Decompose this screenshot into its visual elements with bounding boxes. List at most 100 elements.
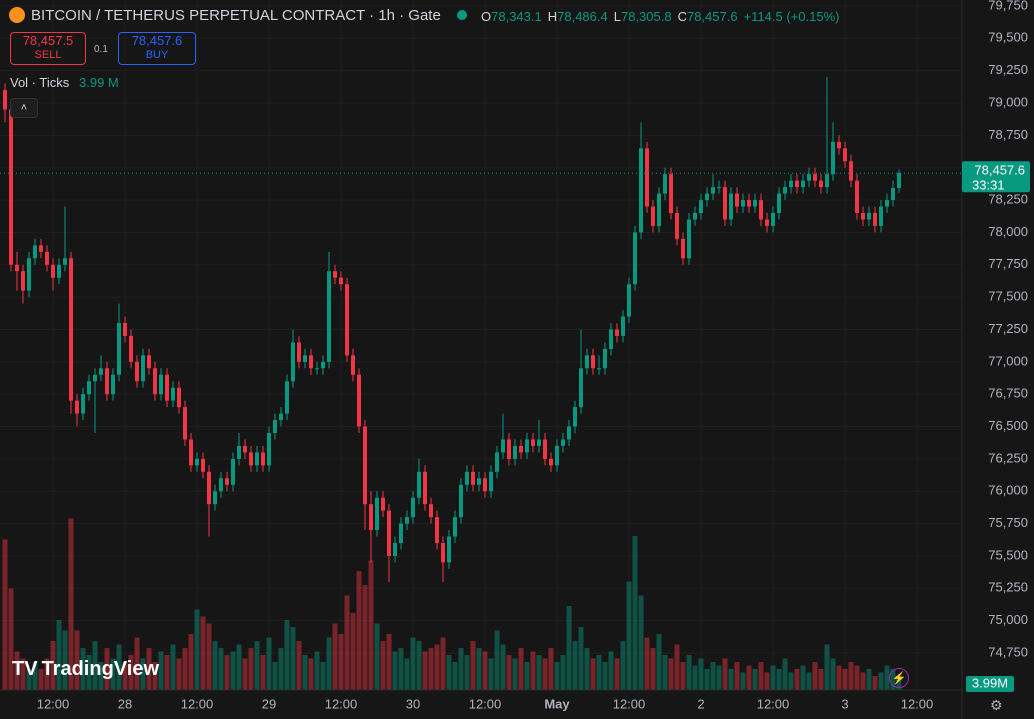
- candle-body: [74, 400, 79, 414]
- volume-bar: [362, 585, 368, 690]
- candle-body: [302, 355, 307, 362]
- candle-body: [825, 174, 829, 188]
- y-tick-label: 74,750: [988, 644, 1028, 659]
- lightning-button[interactable]: ⚡: [889, 668, 909, 688]
- candle-body: [134, 361, 139, 382]
- candle-body: [710, 187, 715, 194]
- y-tick-label: 79,500: [988, 30, 1028, 45]
- volume-bar: [518, 648, 524, 690]
- volume-bar: [602, 662, 608, 690]
- volume-bar: [80, 648, 86, 690]
- volume-bar: [68, 518, 74, 690]
- volume-bar: [350, 613, 356, 690]
- symbol-title[interactable]: BITCOIN / TETHERUS PERPETUAL CONTRACT · …: [31, 7, 441, 24]
- volume-bar: [248, 648, 254, 690]
- volume-bar: [392, 651, 398, 690]
- candle-body: [614, 329, 619, 336]
- volume-bar: [818, 669, 824, 690]
- candle-body: [861, 213, 865, 220]
- volume-bar: [284, 620, 290, 690]
- candle-body: [212, 491, 217, 505]
- volume-bar: [794, 669, 800, 690]
- volume-bar: [764, 672, 770, 690]
- volume-bar: [770, 665, 776, 690]
- logo: TV TradingView: [12, 658, 159, 681]
- candle-body: [740, 200, 745, 207]
- y-tick-label: 76,000: [988, 483, 1028, 498]
- candle-body: [14, 264, 19, 272]
- candle-body: [404, 517, 409, 524]
- candle-body: [56, 264, 61, 278]
- volume-bar: [620, 641, 626, 690]
- volume-bar: [344, 595, 350, 690]
- volume-bar: [38, 669, 44, 690]
- candle-body: [662, 174, 667, 194]
- candle-body: [632, 232, 637, 285]
- volume-bar: [704, 669, 710, 690]
- coin-icon: [9, 7, 25, 23]
- volume-bar: [380, 641, 386, 690]
- volume-bar: [146, 648, 152, 690]
- y-tick-label: 76,250: [988, 450, 1028, 465]
- candle-body: [470, 471, 475, 485]
- candle-body: [116, 323, 121, 375]
- candle-body: [542, 439, 547, 459]
- volume-bar: [356, 571, 362, 690]
- candle-body: [812, 174, 817, 181]
- candle-body: [668, 174, 673, 214]
- volume-bar: [74, 630, 80, 690]
- candle-body: [794, 180, 799, 188]
- x-tick-label: May: [544, 696, 570, 711]
- candle-body: [752, 200, 757, 207]
- candle-body: [686, 219, 691, 259]
- volume-bar: [260, 655, 266, 690]
- candle-body: [626, 284, 631, 317]
- volume-bar: [176, 658, 182, 690]
- ohlc-legend: O78,343.1 H78,486.4 L78,305.8 C78,457.6 +114…: [481, 9, 839, 24]
- volume-bar: [326, 637, 332, 690]
- candle-body: [236, 445, 241, 459]
- volume-bar: [884, 665, 890, 690]
- volume-value: 3.99 M: [79, 75, 119, 90]
- candle-body: [380, 497, 385, 511]
- candle-body: [260, 452, 265, 466]
- last-price-label: 78,457.6: [974, 163, 1025, 178]
- x-tick-label: 29: [262, 696, 276, 711]
- volume-bar: [308, 658, 314, 690]
- collapse-button[interactable]: ˄: [10, 98, 38, 118]
- candle-body: [362, 426, 367, 505]
- candle-body: [843, 148, 847, 162]
- candle-body: [788, 180, 793, 188]
- volume-bar: [494, 630, 500, 690]
- volume-bar: [398, 648, 404, 690]
- volume-bar: [218, 648, 224, 690]
- candle-body: [350, 355, 355, 375]
- volume-bar: [14, 651, 20, 690]
- candle-body: [110, 374, 115, 395]
- y-tick-label: 78,000: [988, 224, 1028, 239]
- volume-bar: [542, 658, 548, 690]
- candle-body: [674, 213, 679, 239]
- volume-bar: [98, 662, 104, 690]
- volume-bar: [806, 672, 812, 690]
- candle-body: [92, 374, 97, 382]
- volume-bar: [686, 655, 692, 690]
- settings-button[interactable]: ⚙: [990, 697, 1003, 713]
- sell-button[interactable]: 78,457.5 SELL: [10, 32, 86, 65]
- candle-body: [50, 264, 55, 278]
- buy-button[interactable]: 78,457.6 BUY: [118, 32, 196, 65]
- volume-bar: [536, 655, 542, 690]
- volume-bar: [236, 644, 242, 690]
- volume-bar: [290, 627, 296, 690]
- candle-body: [476, 478, 481, 485]
- volume-bar: [524, 662, 530, 690]
- x-tick-label: 30: [406, 696, 420, 711]
- volume-bar: [680, 662, 686, 690]
- volume-bar: [86, 655, 92, 690]
- candle-body: [278, 413, 283, 421]
- candle-body: [698, 200, 703, 214]
- volume-bar: [110, 658, 116, 690]
- candle-body: [891, 188, 895, 201]
- x-tick-label: 12:00: [613, 696, 646, 711]
- y-tick-label: 75,000: [988, 612, 1028, 627]
